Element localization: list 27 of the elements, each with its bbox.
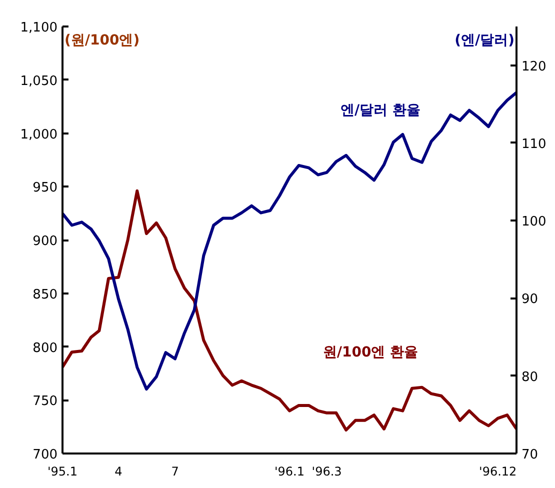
x-tick-label: '96.12 (479, 464, 517, 478)
y2-tick-label: 110 (522, 136, 546, 152)
x-tick-label: '95.1 (47, 464, 78, 478)
x-tick-label: 7 (171, 464, 179, 478)
x-tick-label: '96.3 (312, 464, 342, 478)
y-tick-label: 800 (32, 340, 58, 356)
x-tick-label: '96.1 (274, 464, 305, 478)
y-tick-label: 1,050 (20, 74, 58, 89)
y-tick-label: 950 (32, 180, 58, 196)
y2-axis-title: (엔/달러) (454, 32, 515, 48)
y2-tick-label: 100 (522, 214, 546, 230)
y-tick-label: 850 (32, 287, 58, 302)
y-tick-label: 900 (32, 234, 58, 249)
y-tick-label: 1,100 (20, 20, 58, 36)
y2-tick-label: 70 (522, 448, 538, 462)
y-tick-label: 750 (32, 394, 58, 410)
y2-tick-label: 120 (522, 59, 546, 74)
series-label: 엔/달러 환율 (340, 102, 421, 118)
y-tick-label: 700 (32, 448, 58, 462)
y-axis-title: (원/100엔) (64, 32, 140, 48)
y2-tick-label: 80 (522, 370, 538, 385)
series-label: 원/100엔 환율 (322, 344, 418, 360)
line-series (62, 189, 516, 432)
y-tick-label: 1,000 (20, 127, 58, 142)
line-series (62, 90, 516, 391)
x-tick-label: 4 (114, 464, 122, 478)
y2-tick-label: 90 (522, 292, 538, 308)
